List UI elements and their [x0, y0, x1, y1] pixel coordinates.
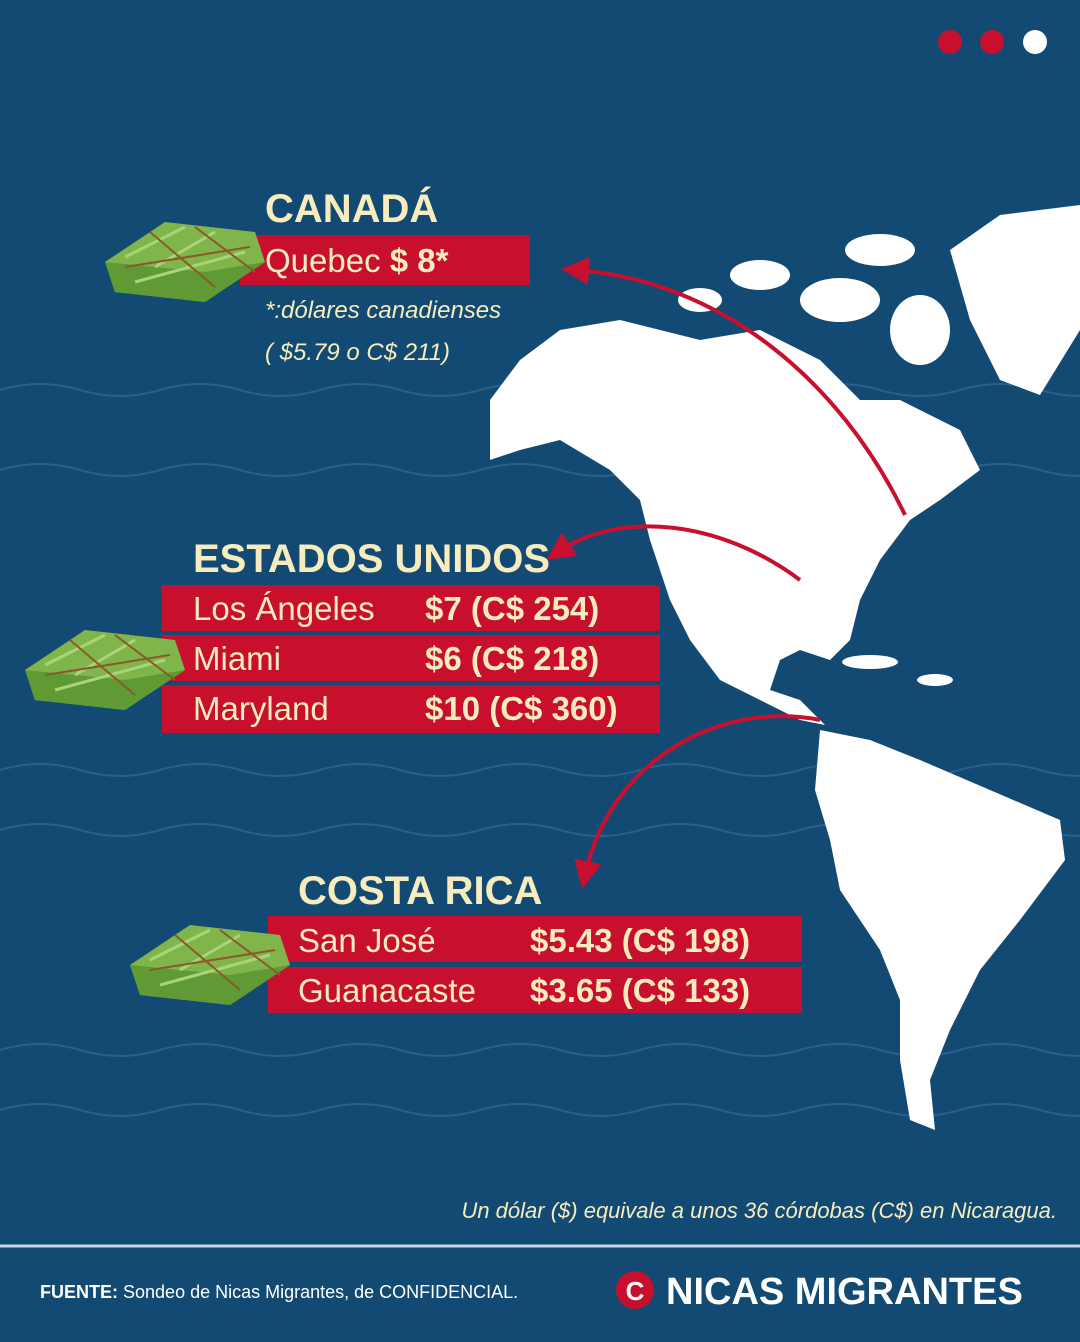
price: $5.43 (C$ 198)	[530, 922, 750, 959]
note: *:dólares canadienses	[265, 297, 501, 324]
dot	[1023, 30, 1047, 54]
place: Guanacaste	[298, 972, 476, 1009]
place: Los Ángeles	[193, 590, 375, 627]
source-text: Sondeo de Nicas Migrantes, de CONFIDENCI…	[123, 1282, 518, 1302]
brand-logo	[616, 1271, 654, 1309]
waves	[0, 383, 1080, 1117]
source-label: FUENTE:	[40, 1282, 118, 1302]
arrows	[546, 257, 907, 889]
price: $7 (C$ 254)	[425, 590, 599, 627]
price-bar	[268, 916, 802, 962]
place: Miami	[193, 640, 281, 677]
price: $10 (C$ 360)	[425, 690, 618, 727]
dot	[938, 30, 962, 54]
price-bar	[162, 585, 660, 631]
section-title: ESTADOS UNIDOS	[193, 537, 550, 581]
price-bar	[162, 635, 660, 681]
place: Quebec	[265, 242, 381, 279]
brand-name: NICAS MIGRANTES	[666, 1271, 1023, 1313]
price: $6 (C$ 218)	[425, 640, 599, 677]
footnote: Un dólar ($) equivale a unos 36 córdobas…	[461, 1198, 1057, 1223]
dot	[980, 30, 1004, 54]
price-bar	[268, 967, 802, 1013]
price-bar	[240, 235, 530, 285]
section-title: COSTA RICA	[298, 869, 542, 913]
source: FUENTE: Sondeo de Nicas Migrantes, de CO…	[40, 1282, 518, 1302]
place: Maryland	[193, 690, 329, 727]
section-title: CANADÁ	[265, 186, 438, 231]
brand-logo-text: C	[626, 1276, 645, 1306]
price: $ 8*	[390, 242, 449, 279]
map	[490, 205, 1080, 1130]
price-row: Quebec $ 8*	[265, 242, 449, 279]
price: $3.65 (C$ 133)	[530, 972, 750, 1009]
place: San José	[298, 922, 436, 959]
price-bar	[162, 685, 660, 733]
note: ( $5.79 o C$ 211)	[265, 339, 450, 366]
